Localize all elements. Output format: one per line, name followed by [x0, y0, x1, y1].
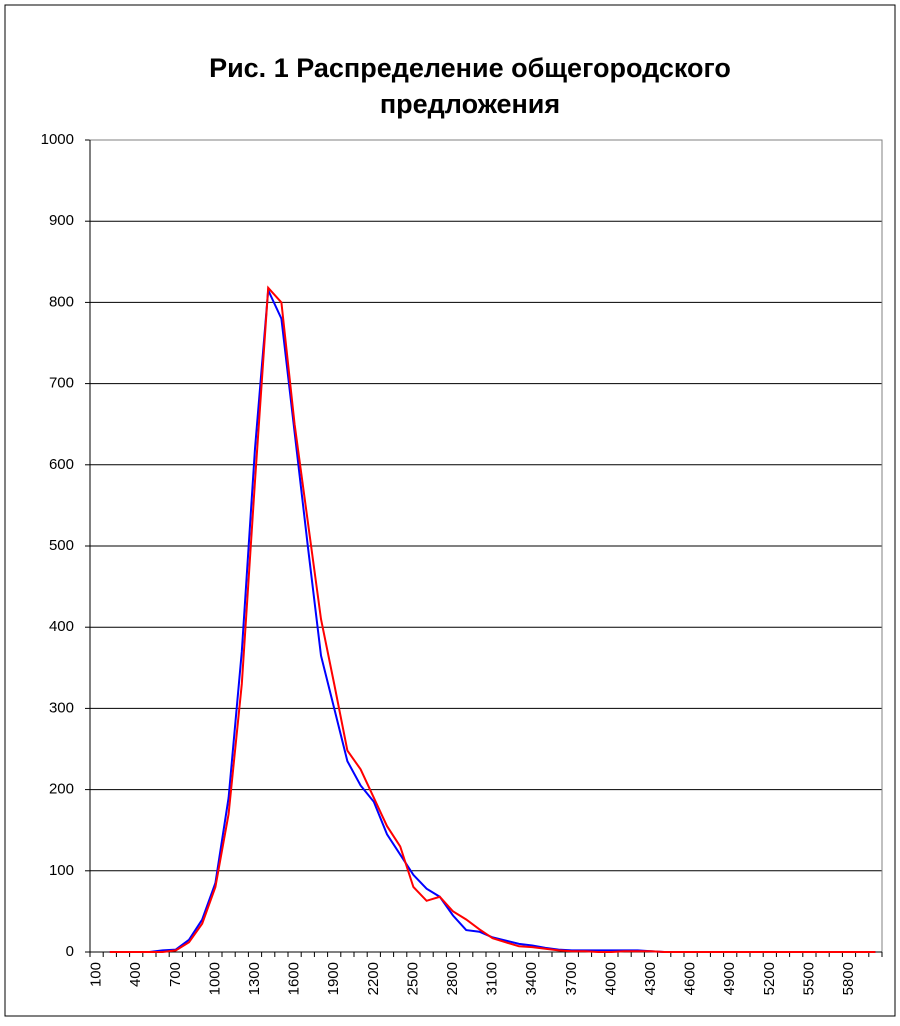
- y-tick-label: 900: [49, 212, 74, 229]
- y-tick-label: 300: [49, 699, 74, 716]
- y-tick-label: 600: [49, 456, 74, 473]
- y-tick-label: 200: [49, 781, 74, 798]
- x-tick-label: 3400: [523, 962, 540, 995]
- series-line: [109, 285, 876, 953]
- x-tick-label: 2800: [444, 962, 461, 995]
- y-tick-label: 500: [49, 537, 74, 554]
- title-line: Рис. 1 Распределение общегородского: [209, 53, 731, 83]
- y-tick-label: 100: [49, 862, 74, 879]
- x-tick-label: 700: [167, 962, 184, 987]
- chart-title: Рис. 1 Распределение общегородского предл…: [209, 53, 731, 119]
- y-tick-label: 0: [66, 943, 74, 960]
- x-tick-label: 1600: [286, 962, 303, 995]
- x-tick-label: 3700: [563, 962, 580, 995]
- x-tick-label: 4900: [721, 962, 738, 995]
- x-tick-label: 4600: [682, 962, 699, 995]
- x-tick-label: 5500: [800, 962, 817, 995]
- y-tick-label: 400: [49, 618, 74, 635]
- y-tick-label: 700: [49, 375, 74, 392]
- x-tick-label: 2500: [404, 962, 421, 995]
- x-tick-label: 5800: [840, 962, 857, 995]
- x-tick-label: 3100: [484, 962, 501, 995]
- x-tick-label: 1000: [206, 962, 223, 995]
- x-tick-label: 4300: [642, 962, 659, 995]
- x-tick-label: 2200: [365, 962, 382, 995]
- x-tick-label: 400: [127, 962, 144, 987]
- x-tick-label: 4000: [602, 962, 619, 995]
- y-tick-label: 800: [49, 293, 74, 310]
- x-tick-label: 1900: [325, 962, 342, 995]
- title-line: предложения: [380, 89, 560, 119]
- x-tick-label: 5200: [761, 962, 778, 995]
- x-tick-label: 100: [88, 962, 105, 987]
- chart-frame: [4, 4, 896, 1017]
- y-tick-label: 1000: [41, 131, 74, 148]
- x-tick-label: 1300: [246, 962, 263, 995]
